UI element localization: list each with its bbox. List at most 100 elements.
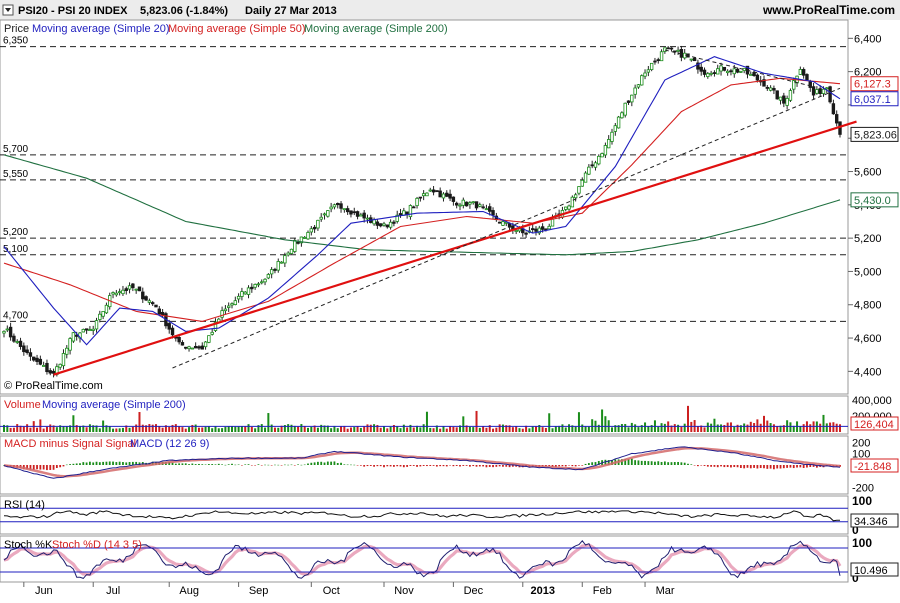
macd-hist-bar — [333, 461, 336, 465]
candle-body — [775, 90, 779, 100]
macd-hist-bar — [726, 465, 729, 468]
rsi-legend-item: RSI (14) — [4, 499, 45, 511]
volume-bar — [42, 428, 45, 432]
volume-bar — [313, 425, 316, 432]
volume-bar — [125, 425, 128, 432]
x-axis-label: Jun — [35, 585, 53, 597]
macd-hist-bar — [52, 465, 55, 470]
volume-bar — [234, 426, 237, 432]
candle-body — [689, 58, 694, 61]
volume-bar — [581, 424, 584, 432]
macd-hist-bar — [409, 465, 412, 466]
volume-bar — [419, 427, 422, 432]
volume-bar — [363, 426, 366, 432]
candle-body — [709, 72, 713, 75]
macd-hist-bar — [135, 461, 138, 465]
volume-bar — [310, 426, 313, 432]
price-y-tick-label: 6,400 — [854, 33, 882, 45]
macd-hist-bar — [386, 465, 389, 467]
volume-bar — [416, 425, 419, 432]
site-url[interactable]: www.ProRealTime.com — [762, 3, 895, 17]
volume-bar — [495, 427, 498, 432]
candle-body — [203, 341, 208, 348]
macd-hist-bar — [59, 465, 62, 468]
macd-hist-bar — [478, 465, 481, 467]
x-axis-label: Mar — [656, 585, 675, 597]
volume-bar — [657, 426, 660, 432]
quote-value: 5,823.06 (-1.84%) — [140, 5, 228, 17]
candle-body — [630, 94, 634, 103]
volume-bar — [644, 422, 647, 432]
candle-body — [504, 221, 508, 224]
volume-bar — [601, 409, 604, 432]
volume-bar — [161, 427, 164, 432]
macd-hist-bar — [802, 465, 805, 468]
macd-hist-bar — [799, 465, 802, 468]
macd-hist-bar — [713, 465, 716, 467]
macd-hist-bar — [343, 464, 346, 465]
macd-hist-bar — [693, 465, 696, 466]
volume-bar — [316, 427, 319, 432]
volume-bar — [723, 424, 726, 432]
volume-bar — [254, 428, 257, 432]
macd-hist-bar — [49, 465, 52, 470]
candle-body — [398, 213, 403, 216]
macd-hist-bar — [290, 464, 293, 466]
macd-hist-bar — [204, 464, 207, 466]
macd-hist-bar — [472, 465, 475, 467]
volume-bar — [528, 428, 531, 432]
volume-bar — [518, 428, 521, 432]
candle-body — [669, 47, 674, 50]
volume-bar — [650, 425, 653, 432]
macd-hist-bar — [769, 465, 772, 469]
volume-bar — [710, 423, 713, 432]
candle-body — [260, 281, 264, 284]
macd-hist-bar — [687, 463, 689, 465]
volume-bar — [373, 424, 376, 432]
volume-bar — [333, 425, 336, 432]
volume-bar — [485, 427, 488, 432]
volume-bar — [168, 427, 171, 432]
macd-hist-bar — [346, 464, 349, 466]
candle-body — [785, 98, 789, 106]
macd-hist-bar — [667, 462, 670, 465]
macd-hist-bar — [739, 465, 742, 468]
macd-hist-bar — [3, 465, 5, 466]
volume-bar — [227, 426, 230, 432]
volume-bar — [634, 424, 637, 432]
candle-body — [435, 190, 439, 192]
candle-body — [246, 287, 251, 295]
macd-hist-bar — [184, 463, 187, 465]
macd-hist-bar — [736, 465, 739, 468]
volume-bar — [501, 424, 504, 432]
last-value-tag: 5,823.06 — [850, 126, 899, 142]
macd-hist-bar — [32, 465, 35, 470]
macd-hist-bar — [376, 465, 379, 467]
macd-hist-bar — [624, 459, 627, 465]
candle-body — [590, 164, 594, 167]
volume-bar — [396, 425, 399, 432]
macd-hist-bar — [621, 459, 623, 465]
volume-bar — [759, 423, 762, 432]
candle-body — [792, 80, 796, 90]
volume-bar — [716, 424, 719, 432]
macd-hist-bar — [459, 465, 461, 467]
volume-bar — [587, 426, 590, 432]
volume-bar — [366, 424, 369, 432]
candle-body — [431, 189, 436, 193]
macd-hist-bar — [75, 463, 78, 465]
level-label: 4,700 — [3, 310, 28, 321]
macd-hist-bar — [469, 465, 471, 467]
volume-bar — [521, 428, 524, 432]
macd-hist-bar — [502, 465, 504, 467]
macd-hist-bar — [733, 465, 736, 468]
volume-bar — [591, 419, 594, 432]
header-icon[interactable] — [2, 4, 14, 16]
candle-body — [309, 228, 314, 233]
last-value-label: 6,037.1 — [854, 94, 891, 106]
volume-bar — [445, 428, 448, 432]
volume-bar — [257, 425, 260, 432]
candle-body — [716, 68, 720, 75]
volume-bar — [412, 427, 415, 432]
macd-hist-bar — [806, 465, 808, 468]
